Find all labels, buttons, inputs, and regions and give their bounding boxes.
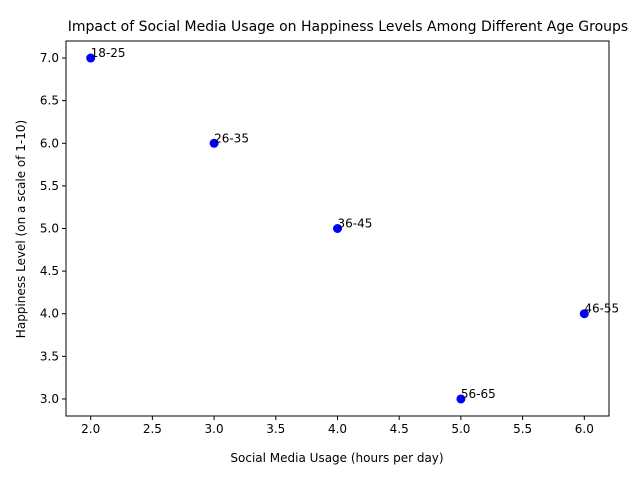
y-tick-label: 4.0 bbox=[40, 307, 59, 321]
y-tick-label: 7.0 bbox=[40, 51, 59, 65]
x-tick-label: 6.0 bbox=[575, 422, 594, 436]
y-axis-label: Happiness Level (on a scale of 1-10) bbox=[14, 120, 28, 338]
data-point-label: 18-25 bbox=[91, 46, 126, 60]
chart-title: Impact of Social Media Usage on Happines… bbox=[68, 19, 628, 35]
y-axis-ticks: 3.0 3.5 4.0 4.5 5.0 5.5 6.0 6.5 7.0 bbox=[40, 51, 66, 406]
data-point-label: 56-65 bbox=[461, 387, 496, 401]
x-tick-label: 2.5 bbox=[143, 422, 162, 436]
x-axis-ticks: 2.0 2.5 3.0 3.5 4.0 4.5 5.0 5.5 6.0 bbox=[81, 416, 594, 436]
y-tick-label: 6.5 bbox=[40, 94, 59, 108]
x-tick-label: 5.5 bbox=[513, 422, 532, 436]
x-axis-label: Social Media Usage (hours per day) bbox=[230, 451, 443, 465]
data-point bbox=[333, 224, 342, 233]
data-point-label: 46-55 bbox=[584, 302, 619, 316]
data-point-label: 26-35 bbox=[214, 131, 249, 145]
y-tick-label: 5.0 bbox=[40, 222, 59, 236]
data-point bbox=[579, 309, 589, 319]
x-tick-label: 3.0 bbox=[205, 422, 224, 436]
x-tick-label: 3.5 bbox=[266, 422, 285, 436]
data-point bbox=[86, 53, 96, 63]
x-tick-label: 4.5 bbox=[390, 422, 409, 436]
y-tick-label: 3.0 bbox=[40, 392, 59, 406]
y-tick-label: 3.5 bbox=[40, 349, 59, 363]
y-tick-label: 6.0 bbox=[40, 136, 59, 150]
plot-area: 2.0 2.5 3.0 3.5 4.0 4.5 5.0 5.5 6.0 3.0 3.5 4.0 4.5… bbox=[40, 40, 619, 436]
data-point bbox=[209, 138, 219, 148]
data-points: 18-25 26-35 36-45 46-55 56-65 bbox=[86, 46, 619, 404]
data-point-label: 36-45 bbox=[338, 217, 373, 231]
data-point bbox=[456, 394, 466, 404]
y-tick-label: 4.5 bbox=[40, 264, 59, 278]
x-tick-label: 5.0 bbox=[451, 422, 470, 436]
plot-frame bbox=[65, 40, 610, 417]
x-tick-label: 4.0 bbox=[328, 422, 347, 436]
x-tick-label: 2.0 bbox=[81, 422, 100, 436]
y-tick-label: 5.5 bbox=[40, 179, 59, 193]
